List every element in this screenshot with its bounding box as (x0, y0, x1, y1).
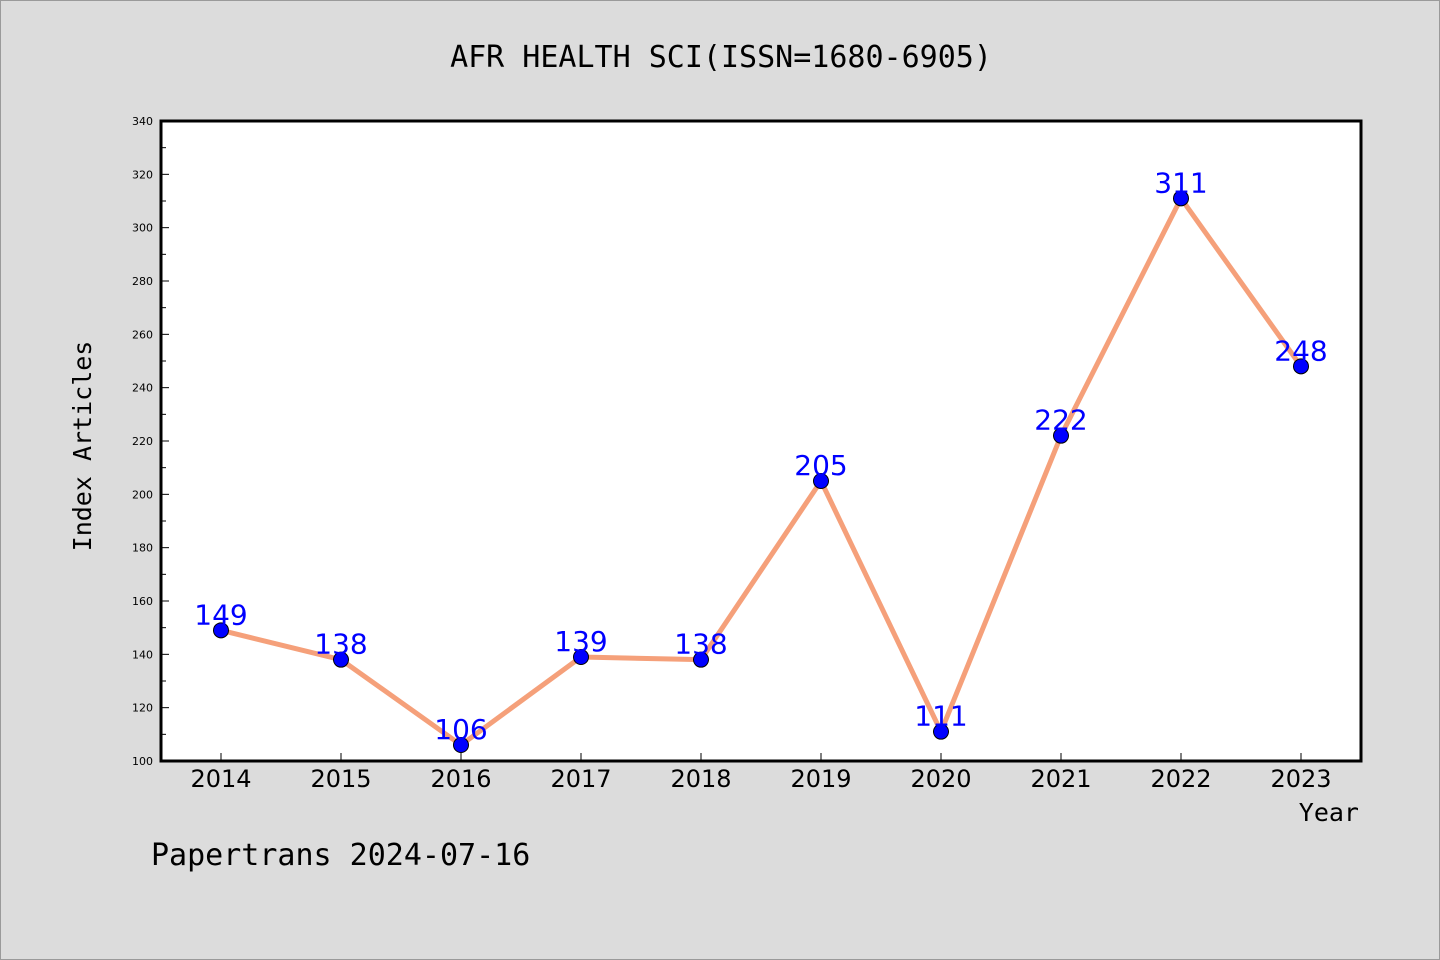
data-label: 138 (674, 628, 727, 661)
data-point (1173, 190, 1189, 207)
data-label: 149 (194, 598, 247, 631)
y-tick-label: 280 (132, 275, 153, 288)
y-tick-label: 220 (132, 435, 153, 448)
data-label: 106 (434, 713, 487, 746)
x-tick-label: 2018 (670, 765, 731, 793)
series-line (218, 195, 1304, 748)
x-tick-label: 2019 (790, 765, 851, 793)
data-point (213, 622, 229, 639)
data-point (1053, 427, 1069, 444)
data-point (453, 737, 469, 753)
y-tick-label: 100 (132, 755, 153, 768)
y-tick-label: 200 (132, 488, 153, 501)
data-label: 205 (794, 449, 847, 482)
x-tick-label: 2023 (1270, 765, 1331, 793)
x-axis-ticks: 2014 2015 2016 2017 2018 2019 2020 2021 2022 2023 (190, 753, 1332, 793)
x-tick-label: 2014 (190, 765, 251, 793)
data-label: 138 (314, 628, 367, 661)
data-point (333, 651, 349, 668)
data-point (693, 651, 709, 668)
data-point (933, 723, 949, 740)
x-tick-label: 2021 (1030, 765, 1091, 793)
y-tick-label: 300 (132, 222, 153, 235)
y-tick-label: 180 (132, 542, 153, 555)
y-tick-label: 240 (132, 382, 153, 395)
data-label: 111 (914, 700, 967, 733)
y-axis-ticks: 100 120 140 160 180 200 220 240 260 280 300 320 340 (132, 115, 169, 768)
plot-frame (159, 119, 1363, 763)
watermark-text: Papertrans 2024-07-16 (151, 838, 530, 873)
y-tick-label: 160 (132, 595, 153, 608)
y-tick-label: 260 (132, 328, 153, 341)
data-point (1293, 358, 1309, 375)
x-tick-label: 2015 (310, 765, 371, 793)
data-label: 222 (1034, 404, 1087, 437)
data-label: 311 (1154, 166, 1207, 199)
data-label: 139 (554, 625, 607, 658)
x-tick-label: 2020 (910, 765, 971, 793)
y-axis-label: Index Articles (68, 341, 97, 552)
x-tick-label: 2016 (430, 765, 491, 793)
data-label: 248 (1274, 334, 1327, 367)
y-tick-label: 120 (132, 702, 153, 715)
y-tick-label: 340 (132, 115, 153, 128)
series-layer: 149 138 106 139 138 205 111 222 311 248 (194, 166, 1328, 753)
x-tick-label: 2017 (550, 765, 611, 793)
data-point (813, 473, 829, 489)
y-tick-label: 140 (132, 648, 153, 661)
data-point (573, 649, 589, 665)
x-tick-label: 2022 (1150, 765, 1211, 793)
chart-title: AFR HEALTH SCI(ISSN=1680-6905) (450, 40, 992, 75)
x-axis-label: Year (1299, 798, 1359, 827)
plot-area (161, 121, 1361, 761)
y-tick-label: 320 (132, 168, 153, 181)
